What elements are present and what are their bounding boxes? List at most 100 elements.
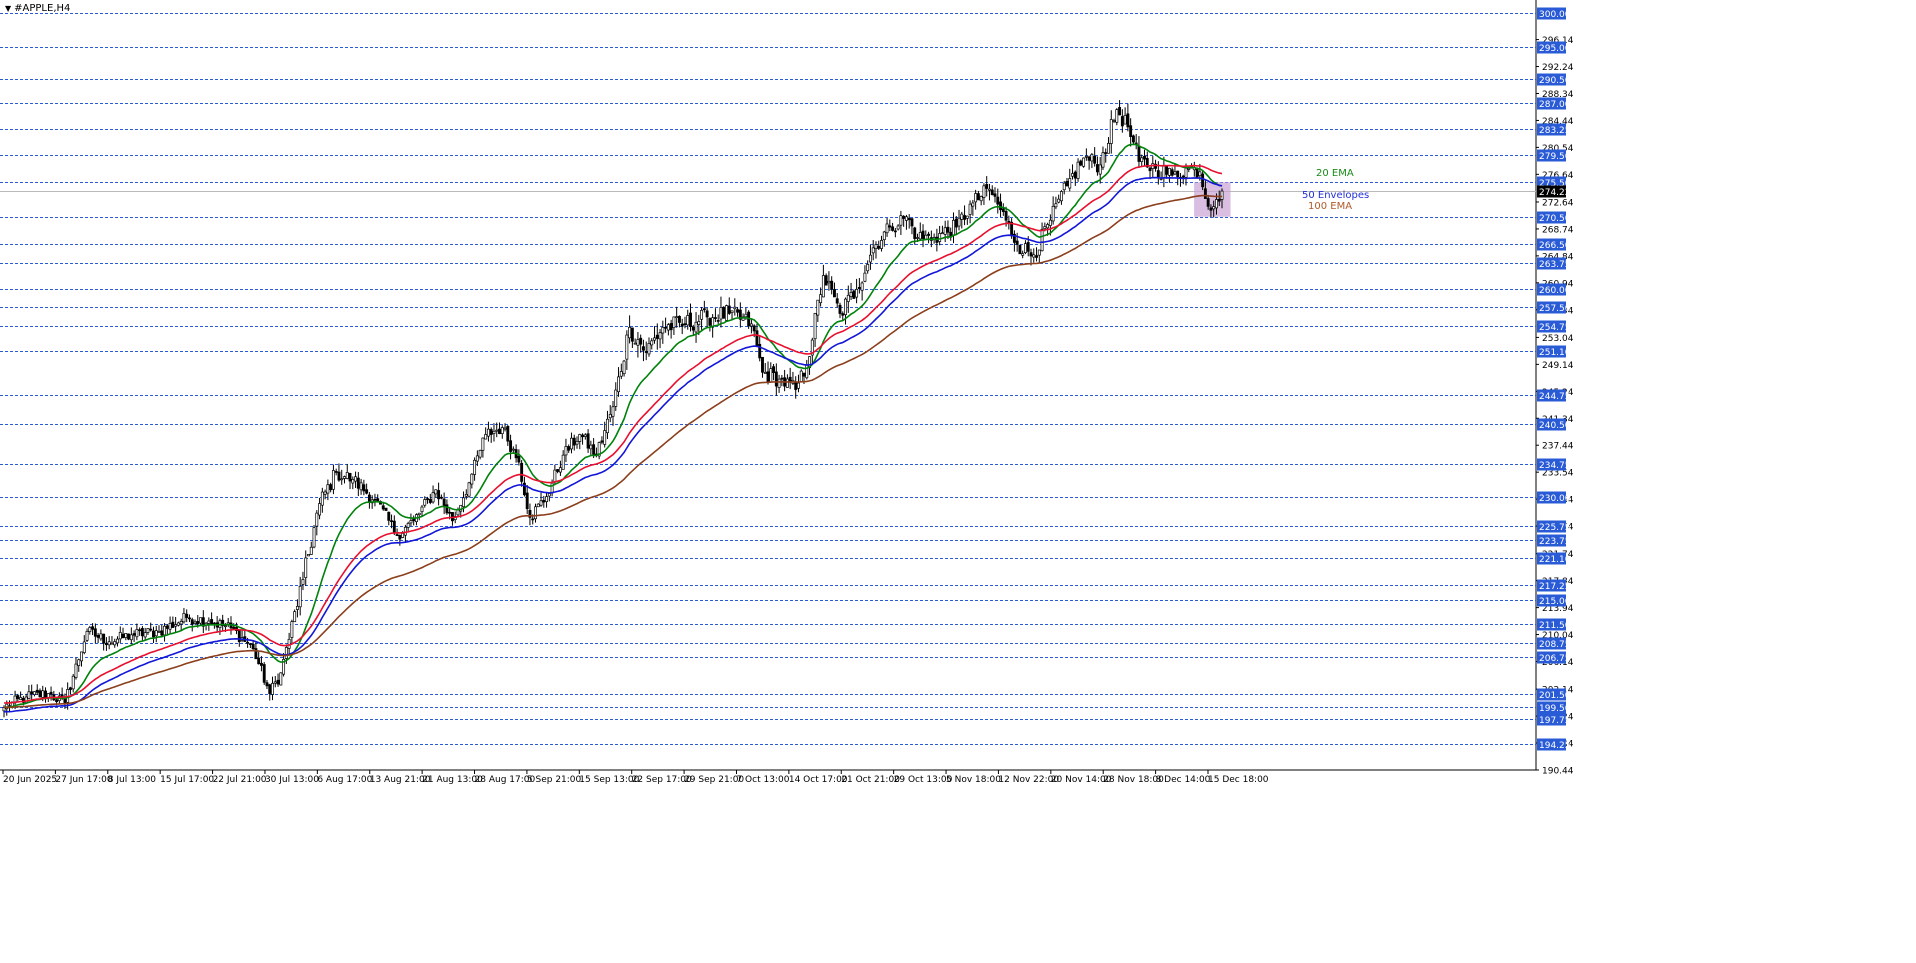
price-tick-label: 237.44 (1542, 442, 1574, 452)
candle-body (583, 434, 587, 437)
candle-body (35, 689, 39, 693)
candle (140, 626, 144, 641)
candle (478, 449, 482, 460)
candle-body (589, 444, 593, 450)
time-tick-label: 15 Jul 17:00 (160, 775, 214, 785)
candle-body (957, 217, 961, 227)
candle (165, 624, 169, 636)
level-label: 201.50 (1539, 691, 1571, 701)
candle-body (1173, 171, 1177, 175)
candle (82, 635, 86, 655)
candle-body (910, 218, 914, 227)
candle-body (780, 377, 784, 380)
candle-body (844, 298, 847, 315)
time-tick-label: 13 Aug 21:00 (370, 775, 431, 785)
candle-body (921, 230, 925, 239)
candle (907, 214, 911, 229)
candle-body (907, 217, 911, 221)
candle-body (1079, 160, 1083, 166)
candle-body (395, 534, 399, 536)
level-label-bg (1537, 534, 1566, 547)
candle-body (647, 343, 651, 355)
candle (633, 338, 637, 345)
candle-body (525, 492, 529, 510)
triangle-down-icon[interactable]: ▼ (5, 4, 12, 13)
level-label-bg (1537, 738, 1566, 751)
candle (290, 619, 294, 644)
price-tick-label: 292.24 (1542, 63, 1574, 73)
candle (833, 282, 836, 298)
candle-body (1024, 243, 1027, 254)
candle (348, 472, 352, 490)
candle-body (420, 506, 424, 513)
candle-body (486, 428, 490, 437)
candle (946, 220, 950, 240)
candle (680, 318, 684, 335)
candle-body (702, 308, 706, 311)
candle-body (104, 642, 108, 646)
candle (644, 341, 648, 361)
candle-body (769, 368, 773, 383)
candle (866, 260, 870, 274)
candle-body (304, 557, 308, 578)
candle-body (268, 684, 272, 694)
current-price-label-bg (1537, 185, 1566, 198)
candle-body (1035, 255, 1038, 258)
candle-body (470, 473, 474, 485)
candle (323, 489, 327, 500)
candle-body (1137, 145, 1141, 162)
candle (35, 684, 39, 696)
candle-body (719, 307, 723, 320)
candle-body (918, 232, 922, 240)
candle (337, 463, 341, 482)
candle (583, 433, 587, 440)
candle (420, 504, 424, 517)
candle (1167, 167, 1171, 183)
candle (868, 244, 872, 270)
candle-body (1087, 156, 1091, 161)
candle-body (672, 316, 676, 329)
candle-body (570, 437, 573, 450)
indicator-line (3, 194, 1223, 709)
candle-body (896, 225, 900, 230)
candle-body (110, 642, 114, 645)
candle-body (852, 290, 856, 299)
level-label: 223.75 (1539, 537, 1571, 547)
candle (190, 617, 194, 632)
candle-body (683, 323, 687, 326)
candle-body (927, 233, 931, 236)
candle-body (412, 518, 416, 522)
candle (880, 235, 883, 252)
candle (542, 495, 546, 508)
level-label: 270.50 (1539, 214, 1571, 224)
candle-body (44, 690, 47, 699)
candle-body (298, 585, 302, 608)
candle-body (467, 482, 471, 497)
candle-body (354, 476, 358, 482)
candle (127, 633, 131, 641)
candle (1024, 240, 1027, 255)
candle (475, 450, 479, 467)
candle-body (124, 633, 128, 638)
candle-body (481, 437, 485, 451)
candle (971, 199, 975, 216)
candle-body (1126, 113, 1130, 128)
candle (149, 622, 153, 632)
candle-body (1054, 203, 1058, 208)
candle (171, 616, 175, 628)
candle-body (716, 320, 720, 322)
candle-body (426, 498, 429, 500)
candle-body (904, 216, 908, 221)
candle (124, 633, 128, 641)
level-label-bg (1537, 637, 1566, 650)
candle (763, 363, 767, 374)
candle-body (387, 511, 391, 521)
candle (733, 298, 737, 316)
candle (188, 614, 191, 622)
candle-body (1021, 253, 1025, 256)
candle-body (498, 428, 501, 435)
candle-body (265, 682, 269, 687)
symbol-title[interactable]: ▼ #APPLE,H4 (5, 3, 70, 14)
